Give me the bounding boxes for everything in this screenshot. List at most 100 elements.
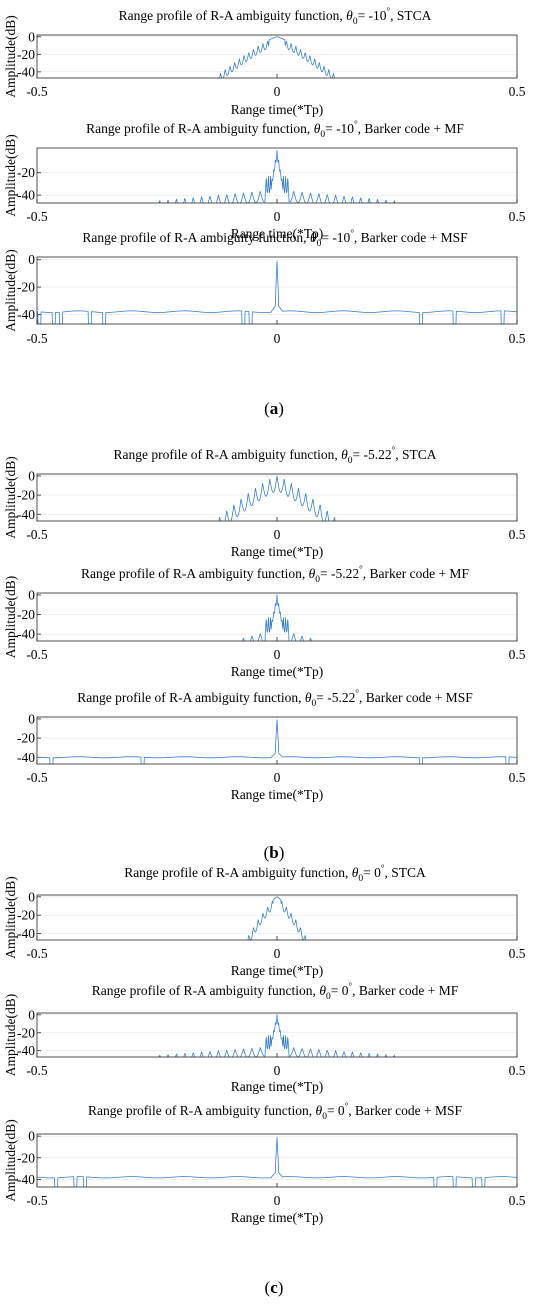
subplot-b-3: Range profile of R-A ambiguity function,…	[17, 688, 526, 802]
subplot-b-1: Range profile of R-A ambiguity function,…	[3, 445, 526, 559]
x-tick-label: -0.5	[26, 1063, 48, 1078]
x-axis-label: Range time(*Tp)	[231, 1210, 324, 1225]
x-tick-label: 0	[274, 1193, 281, 1208]
y-axis-label: Amplitude(dB)	[3, 249, 18, 332]
y-axis-label: Amplitude(dB)	[3, 1119, 18, 1202]
y-axis-label: Amplitude(dB)	[3, 134, 18, 217]
y-tick-label: -20	[17, 1150, 35, 1165]
y-axis-label: Amplitude(dB)	[3, 994, 18, 1077]
series-line	[37, 719, 517, 764]
series-line	[218, 475, 336, 521]
plot-title: Range profile of R-A ambiguity function,…	[82, 228, 468, 249]
x-tick-label: 0.5	[509, 331, 526, 346]
plot-title: Range profile of R-A ambiguity function,…	[81, 564, 469, 585]
x-tick-label: 0	[274, 527, 281, 542]
plot-title: Range profile of R-A ambiguity function,…	[86, 119, 464, 140]
plot-title: Range profile of R-A ambiguity function,…	[88, 1101, 463, 1122]
y-axis-label: Amplitude(dB)	[3, 456, 18, 539]
x-tick-label: 0	[274, 209, 281, 224]
plot-frame	[36, 473, 518, 522]
y-tick-label: -20	[17, 607, 35, 622]
y-tick-label: 0	[28, 889, 35, 904]
plot-title: Range profile of R-A ambiguity function,…	[92, 981, 459, 1002]
y-tick-label: -40	[17, 627, 35, 642]
series-line	[158, 149, 396, 203]
plot-frame	[36, 34, 518, 79]
plot-title: Range profile of R-A ambiguity function,…	[119, 6, 432, 27]
x-tick-label: 0.5	[509, 770, 526, 785]
y-tick-label: 0	[28, 711, 35, 726]
y-tick-label: -40	[17, 750, 35, 765]
subplot-c-2: Range profile of R-A ambiguity function,…	[3, 981, 526, 1094]
x-tick-label: 0.5	[509, 84, 526, 99]
y-tick-label: -20	[17, 908, 35, 923]
x-tick-label: -0.5	[26, 647, 48, 662]
plot-title: Range profile of R-A ambiguity function,…	[77, 688, 473, 709]
panel-caption: (c)	[265, 1278, 284, 1297]
x-axis-label: Range time(*Tp)	[231, 226, 324, 241]
x-tick-label: -0.5	[26, 331, 48, 346]
subplot-b-2: Range profile of R-A ambiguity function,…	[3, 564, 526, 679]
x-tick-label: 0.5	[509, 946, 526, 961]
y-tick-label: 0	[28, 1129, 35, 1144]
x-tick-label: -0.5	[26, 770, 48, 785]
y-tick-label: 0	[28, 468, 35, 483]
subplot-c-3: Range profile of R-A ambiguity function,…	[3, 1101, 526, 1225]
x-tick-label: -0.5	[26, 84, 48, 99]
series-line	[158, 1014, 396, 1057]
y-tick-label: -20	[17, 280, 35, 295]
y-tick-label: 0	[28, 587, 35, 602]
y-tick-label: -20	[17, 488, 35, 503]
series-line	[247, 896, 307, 940]
series-line	[37, 1136, 517, 1187]
x-tick-label: 0.5	[509, 209, 526, 224]
y-tick-label: 0	[28, 252, 35, 267]
y-tick-label: -40	[17, 1043, 35, 1058]
y-axis-label: Amplitude(dB)	[3, 15, 18, 98]
y-tick-label: -40	[17, 188, 35, 203]
y-tick-label: 0	[28, 1007, 35, 1022]
y-tick-label: -20	[17, 1025, 35, 1040]
x-axis-label: Range time(*Tp)	[231, 544, 324, 559]
series-line	[242, 594, 312, 641]
x-axis-label: Range time(*Tp)	[231, 787, 324, 802]
x-tick-label: -0.5	[26, 1193, 48, 1208]
y-axis-label: Amplitude(dB)	[3, 876, 18, 959]
x-tick-label: 0.5	[509, 1193, 526, 1208]
x-tick-label: 0	[274, 946, 281, 961]
x-tick-label: 0	[274, 647, 281, 662]
series-line	[219, 36, 335, 78]
y-tick-label: 0	[28, 29, 35, 44]
x-tick-label: 0.5	[509, 647, 526, 662]
x-axis-label: Range time(*Tp)	[231, 963, 324, 978]
x-axis-label: Range time(*Tp)	[231, 1079, 324, 1094]
x-tick-label: 0	[274, 1063, 281, 1078]
x-tick-label: 0	[274, 770, 281, 785]
x-tick-label: 0.5	[509, 1063, 526, 1078]
x-tick-label: 0	[274, 331, 281, 346]
y-tick-label: -20	[17, 47, 35, 62]
subplot-a-2: Range profile of R-A ambiguity function,…	[3, 119, 526, 241]
subplot-a-1: Range profile of R-A ambiguity function,…	[3, 6, 526, 117]
subplot-c-1: Range profile of R-A ambiguity function,…	[3, 863, 526, 978]
plot-title: Range profile of R-A ambiguity function,…	[124, 863, 426, 884]
series-line	[37, 260, 517, 324]
plot-title: Range profile of R-A ambiguity function,…	[114, 445, 437, 466]
y-tick-label: -20	[17, 731, 35, 746]
x-tick-label: -0.5	[26, 209, 48, 224]
y-tick-label: -40	[17, 64, 35, 79]
plot-frame	[36, 894, 518, 941]
y-tick-label: -40	[17, 307, 35, 322]
x-tick-label: 0.5	[509, 527, 526, 542]
panel-caption: (b)	[264, 843, 285, 862]
x-tick-label: -0.5	[26, 946, 48, 961]
y-tick-label: -40	[17, 1172, 35, 1187]
y-tick-label: -20	[17, 165, 35, 180]
x-axis-label: Range time(*Tp)	[231, 102, 324, 117]
y-axis-label: Amplitude(dB)	[3, 576, 18, 659]
x-axis-label: Range time(*Tp)	[231, 664, 324, 679]
panel-caption: (a)	[264, 399, 284, 418]
x-tick-label: 0	[274, 84, 281, 99]
y-tick-label: -40	[17, 507, 35, 522]
